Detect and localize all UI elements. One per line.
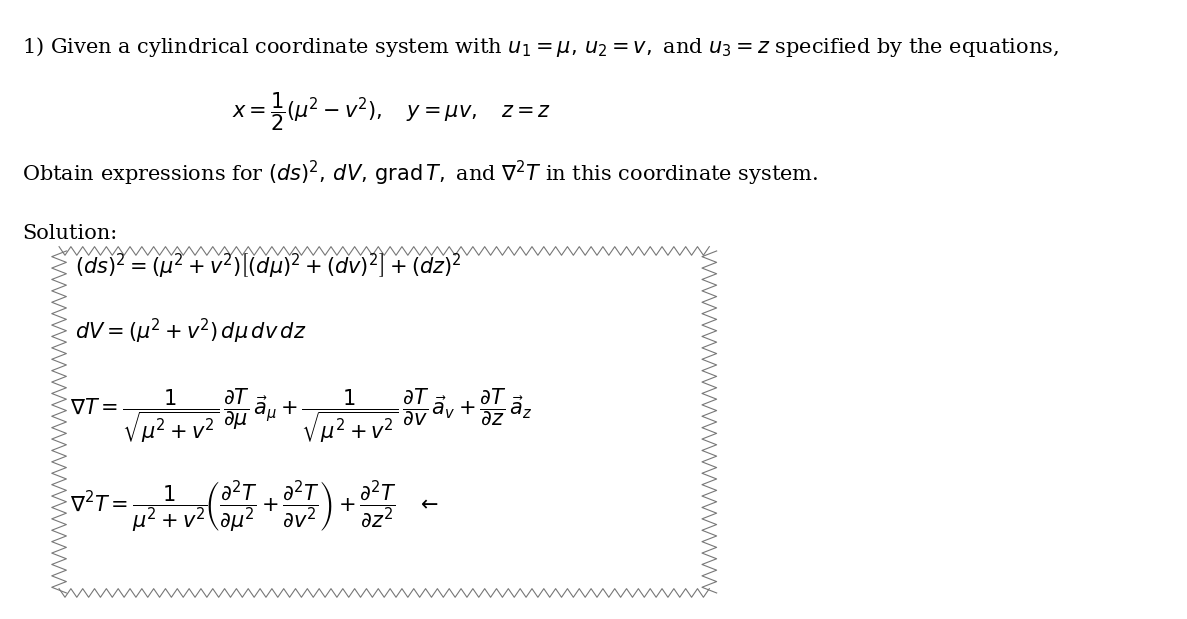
Text: $\nabla^2 T = \dfrac{1}{\mu^2 + v^2}\!\left(\dfrac{\partial^2 T}{\partial \mu^2}: $\nabla^2 T = \dfrac{1}{\mu^2 + v^2}\!\l… <box>70 479 438 535</box>
Text: $dV = (\mu^2 + v^2)\,d\mu\,dv\,dz$: $dV = (\mu^2 + v^2)\,d\mu\,dv\,dz$ <box>75 317 306 346</box>
Text: $(ds)^2 = (\mu^2 + v^2)\left[(d\mu)^2 + (dv)^2\right] + (dz)^2$: $(ds)^2 = (\mu^2 + v^2)\left[(d\mu)^2 + … <box>75 251 462 280</box>
Text: $x = \dfrac{1}{2}(\mu^2 - v^2), \quad y = \mu v, \quad z = z$: $x = \dfrac{1}{2}(\mu^2 - v^2), \quad y … <box>233 91 552 133</box>
Text: 1) Given a cylindrical coordinate system with $u_1 = \mu,\, u_2 = v,$ and $u_3 =: 1) Given a cylindrical coordinate system… <box>23 35 1059 59</box>
Text: Solution:: Solution: <box>23 225 118 243</box>
Text: $\nabla T = \dfrac{1}{\sqrt{\mu^2 + v^2}}\,\dfrac{\partial T}{\partial \mu}\,\ve: $\nabla T = \dfrac{1}{\sqrt{\mu^2 + v^2}… <box>70 386 532 444</box>
Text: Obtain expressions for $(ds)^2,\, dV,\,\mathrm{grad}\, T,$ and $\nabla^2 T$ in t: Obtain expressions for $(ds)^2,\, dV,\,\… <box>23 158 819 188</box>
